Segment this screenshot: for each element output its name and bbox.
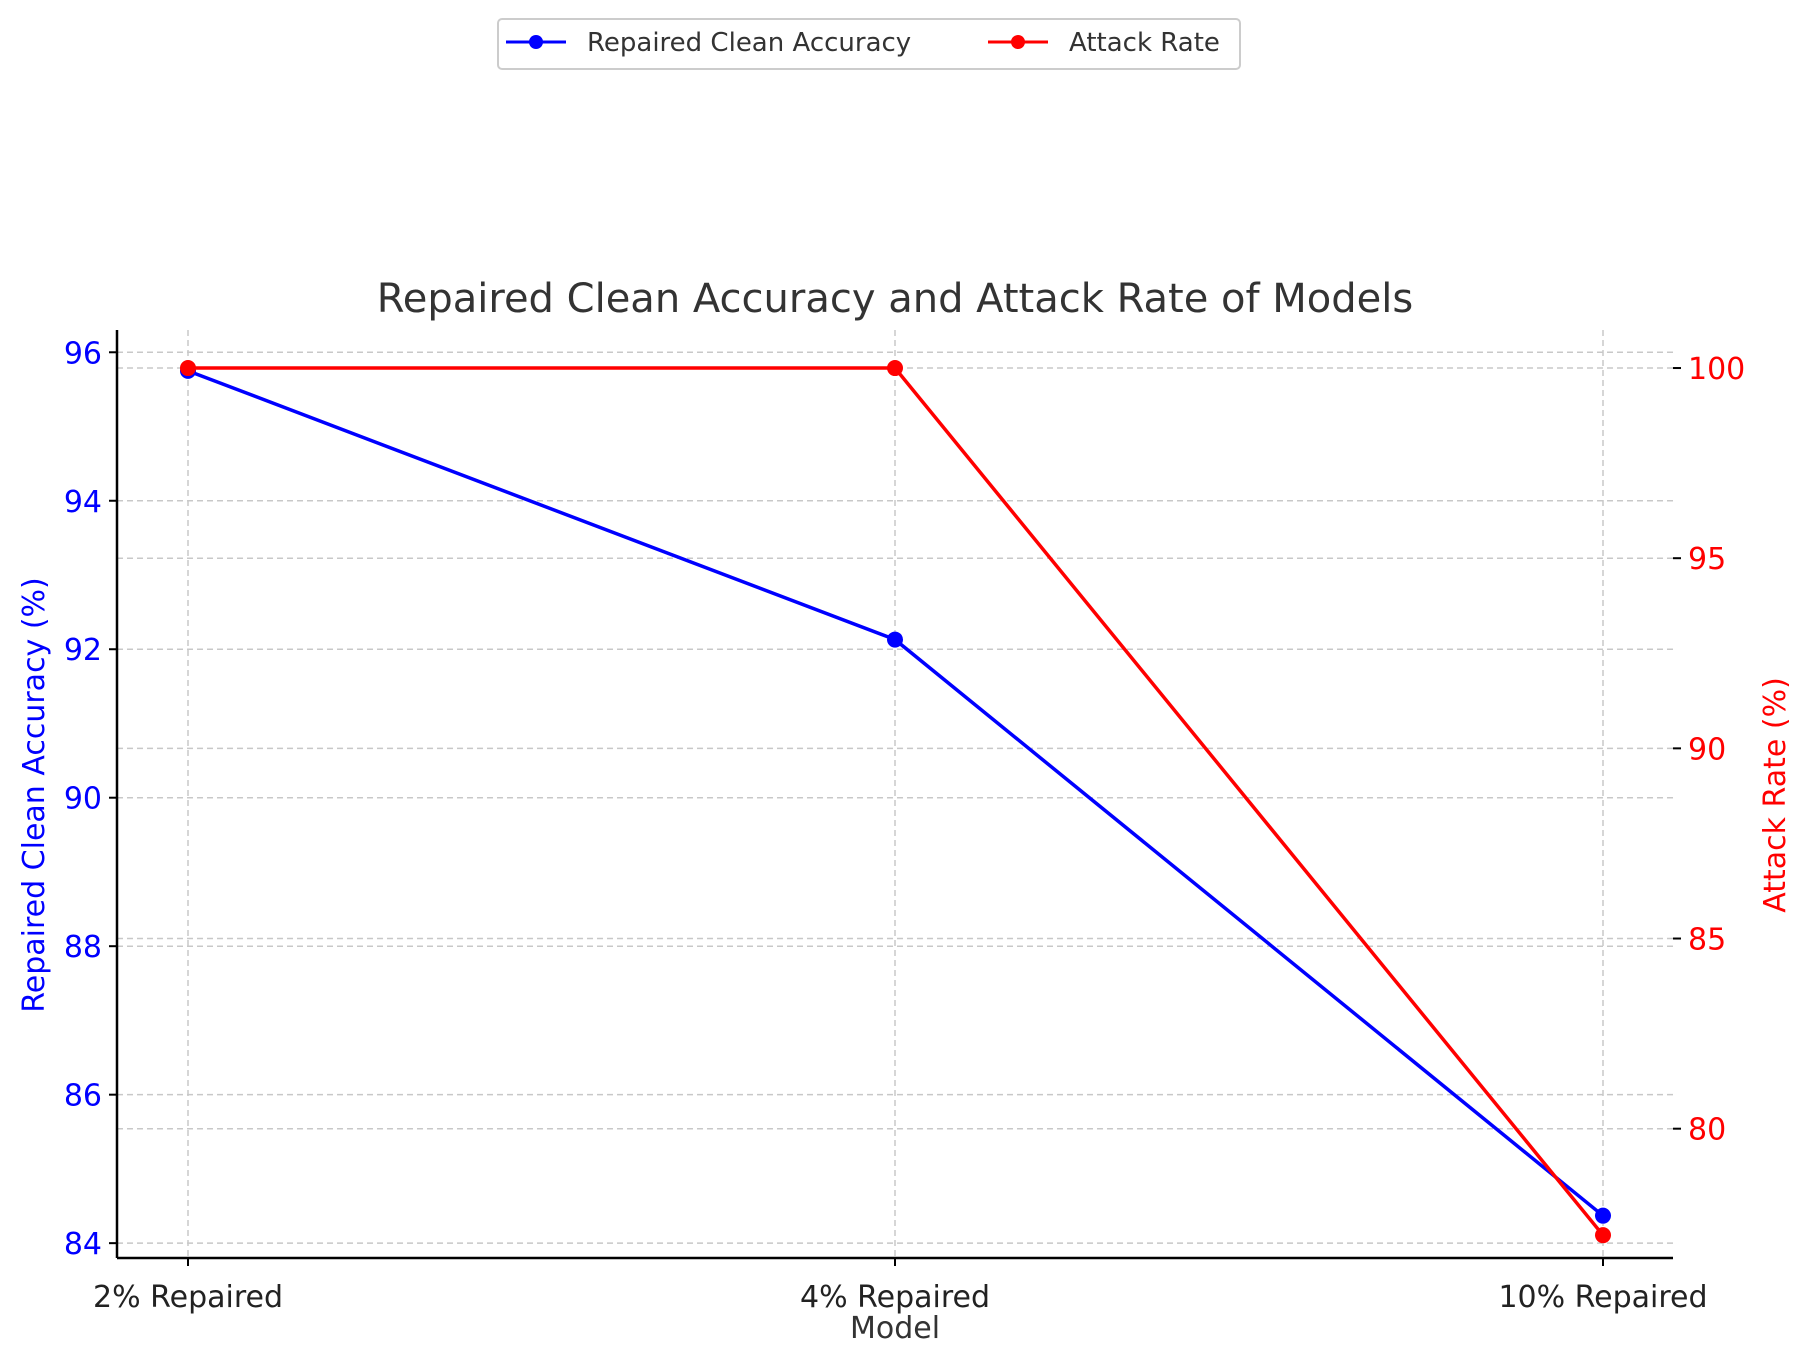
y-left-tick-label: 94 (64, 485, 102, 520)
legend: Repaired Clean Accuracy Attack Rate (497, 18, 1241, 70)
data-point-attack-rate (1595, 1227, 1611, 1244)
y-right-tick-label: 100 (1688, 352, 1745, 387)
y-right-axis-label: Attack Rate (%) (1758, 677, 1793, 913)
y-left-tick-label: 90 (64, 782, 102, 817)
y-right-tick-label: 95 (1688, 542, 1726, 577)
legend-label-accuracy: Repaired Clean Accuracy (587, 28, 911, 58)
data-point-accuracy (887, 631, 903, 648)
y-right-tick-label: 80 (1688, 1113, 1726, 1148)
legend-marker-attack-rate (1011, 35, 1025, 49)
legend-label-attack-rate: Attack Rate (1069, 28, 1220, 58)
y-right-tick-label: 90 (1688, 732, 1726, 767)
legend-marker-accuracy (529, 35, 543, 49)
legend-box (497, 18, 1241, 70)
y-right-tick-label: 85 (1688, 923, 1726, 958)
series-layer (180, 360, 1611, 1244)
data-point-attack-rate (887, 360, 903, 377)
x-tick-label: 4% Repaired (800, 1280, 990, 1315)
y-left-tick-label: 88 (64, 930, 102, 965)
ticks: 2% Repaired 4% Repaired 10% Repaired 84 86 88… (64, 336, 1745, 1315)
y-left-axis-label: Repaired Clean Accuracy (%) (17, 577, 52, 1013)
data-point-attack-rate (180, 360, 196, 377)
y-left-tick-label: 86 (64, 1079, 102, 1114)
y-left-tick-label: 84 (64, 1227, 102, 1262)
x-axis-label: Model (850, 1311, 940, 1346)
x-tick-label: 10% Repaired (1498, 1280, 1707, 1315)
y-left-tick-label: 96 (64, 336, 102, 371)
y-left-tick-label: 92 (64, 633, 102, 668)
chart-title: Repaired Clean Accuracy and Attack Rate … (377, 276, 1413, 322)
grid (117, 330, 1673, 1258)
data-point-accuracy (1595, 1207, 1611, 1224)
x-tick-label: 2% Repaired (93, 1280, 283, 1315)
